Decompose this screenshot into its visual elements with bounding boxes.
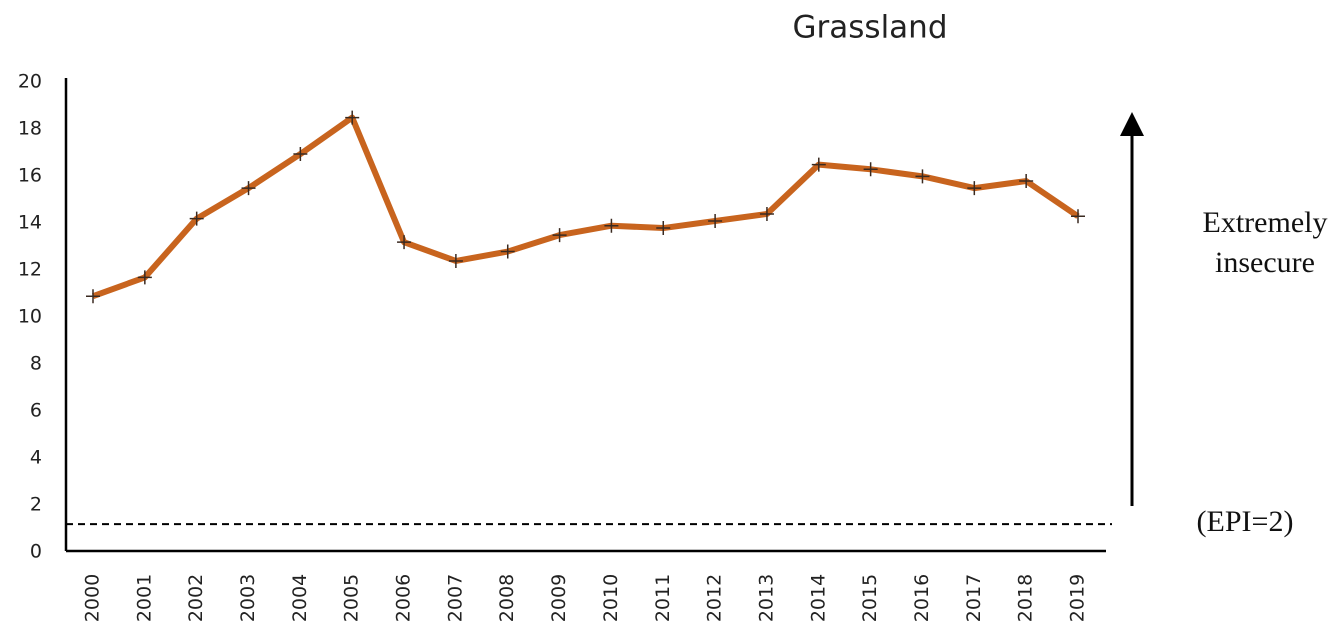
point-marker: [189, 211, 204, 226]
arrow-head: [1120, 112, 1144, 136]
point-marker: [1019, 174, 1034, 189]
annotation: (EPI=2): [1196, 505, 1294, 538]
x-tick-label: 2009: [548, 574, 570, 622]
x-tick-label: 2006: [393, 574, 415, 622]
x-tick-label: 2012: [704, 574, 726, 622]
point-marker: [86, 289, 100, 304]
y-tick-label: 16: [18, 165, 42, 187]
x-tick-label: 2010: [600, 574, 622, 622]
x-tick-label: 2007: [444, 574, 466, 622]
x-tick-label: 2018: [1015, 574, 1037, 622]
y-tick-label: 18: [18, 118, 42, 140]
series-line: [91, 114, 1080, 300]
point-marker: [759, 206, 774, 221]
point-marker: [552, 228, 567, 243]
point-marker: [293, 147, 308, 162]
y-tick-label: 2: [30, 494, 42, 516]
y-tick-label: 20: [18, 71, 42, 93]
x-tick-label: 2017: [963, 574, 985, 622]
y-tick-label: 6: [30, 400, 42, 422]
point-marker: [656, 221, 671, 236]
x-tick-label: 2014: [807, 574, 829, 622]
x-tick-label: 2008: [496, 574, 518, 622]
y-tick-label: 14: [18, 212, 42, 234]
point-marker: [967, 181, 982, 196]
point-marker: [708, 214, 723, 228]
x-tick-label: 2004: [289, 574, 311, 622]
point-marker: [863, 162, 878, 177]
point-marker: [448, 253, 463, 268]
x-tick-label: 2000: [82, 574, 104, 622]
point-marker: [915, 169, 930, 184]
point-marker: [241, 181, 256, 196]
x-tick-label: 2019: [1067, 574, 1089, 622]
chart-title: Grassland: [793, 10, 948, 46]
point-marker: [811, 157, 826, 172]
x-tick-label: 2003: [237, 574, 259, 622]
x-tick-label: 2001: [133, 574, 155, 622]
y-tick-label: 0: [30, 541, 42, 563]
annotation: Extremely insecure: [1202, 206, 1328, 279]
x-tick-label: 2011: [652, 574, 674, 622]
y-tick-label: 8: [30, 353, 42, 375]
x-tick-label: 2005: [341, 574, 363, 622]
y-tick-label: 10: [18, 306, 42, 328]
point-marker: [604, 218, 619, 233]
point-marker: [137, 270, 152, 285]
x-tick-label: 2016: [911, 574, 933, 622]
point-marker: [500, 244, 515, 259]
x-tick-label: 2013: [755, 574, 777, 622]
point-marker: [1071, 209, 1085, 224]
x-tick-label: 2002: [185, 574, 207, 622]
point-marker: [397, 235, 412, 250]
y-tick-label: 4: [30, 447, 42, 469]
point-marker: [345, 110, 360, 125]
y-tick-label: 12: [18, 259, 42, 281]
x-tick-label: 2015: [859, 574, 881, 622]
